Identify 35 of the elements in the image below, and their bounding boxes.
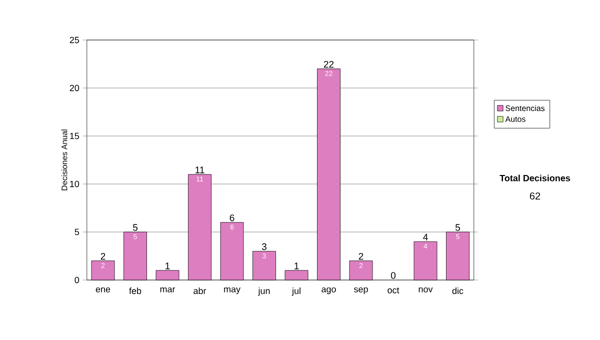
annotation: 3 [262, 243, 266, 250]
text: Total Decisiones [500, 174, 570, 182]
x-tick-label: oct [388, 287, 400, 294]
annotation: 11 [196, 166, 204, 174]
x-tick-label: ene [96, 287, 110, 292]
x-tick-label: ago [322, 287, 336, 294]
annotation: 2 [358, 252, 364, 260]
annotation: 2 [100, 252, 106, 260]
data-label: 0 [390, 272, 396, 279]
x-tick-label: abr [194, 287, 206, 294]
text: 62 [530, 192, 540, 200]
y-tick-label: 10 [70, 180, 80, 188]
x-tick-label: jun [258, 287, 270, 296]
y-tick-label: 5 [74, 228, 80, 236]
annotation: 22 [324, 60, 334, 68]
annotation: 6 [230, 214, 234, 222]
y-tick-label: 20 [70, 84, 80, 92]
y-tick-label: 15 [70, 132, 80, 140]
x-tick-label: sep [354, 287, 368, 294]
data-label: 1 [166, 262, 170, 270]
x-tick-label: may [224, 287, 240, 294]
data-label: 1 [294, 262, 299, 270]
legend-label: Sentencias [506, 105, 545, 112]
annotation: 5 [132, 224, 138, 231]
x-tick-label: dic [452, 287, 464, 294]
y-axis-title: Decisiones Anual [61, 130, 68, 190]
x-tick-label: nov [418, 287, 433, 292]
y-tick-label: 25 [70, 36, 80, 44]
x-tick-label: mar [160, 287, 176, 292]
annotation: 5 [455, 224, 460, 231]
annotation: 4 [423, 234, 428, 240]
legend-label: Autos [505, 116, 526, 122]
y-tick-label: 0 [74, 276, 80, 284]
x-tick-label: feb [129, 287, 142, 294]
x-tick-label: jul [292, 287, 300, 296]
